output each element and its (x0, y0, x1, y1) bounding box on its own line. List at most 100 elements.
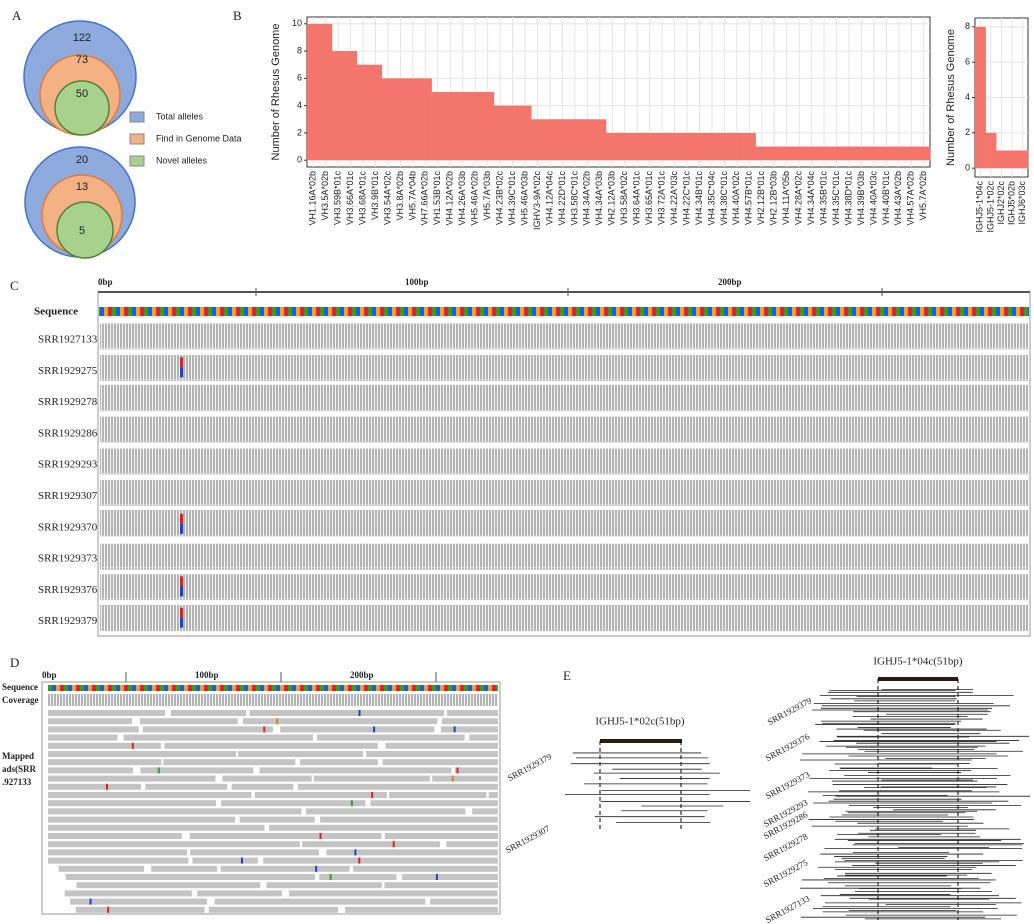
mismatch (180, 357, 183, 367)
x-tick-label: VH5.7A*02b (918, 171, 928, 221)
row-label: ads(SRR (2, 764, 37, 774)
x-tick-label: VH4.43A*02b (893, 171, 903, 226)
read (143, 726, 273, 732)
mismatch (180, 608, 183, 618)
x-tick-label: VH1.16A*02b (308, 171, 318, 226)
read-mismatch (106, 784, 108, 790)
x-tick-label: IGHJ5-1*04c (975, 181, 985, 233)
read (221, 800, 365, 806)
bar (681, 133, 694, 160)
y-tick-label: 2 (965, 127, 970, 137)
bar (975, 27, 986, 168)
read-mismatch (263, 726, 265, 732)
read (472, 808, 498, 814)
track-label: SRR1929293 (38, 459, 98, 471)
read (190, 849, 319, 855)
venn-count: 13 (76, 181, 88, 193)
read-mismatch (351, 800, 353, 806)
read (243, 718, 437, 724)
bar (706, 133, 719, 160)
coverage (100, 510, 1028, 536)
x-tick-label: VH3.9B*01c (370, 171, 380, 221)
figure: A B C D E IGHJ5-1*02c(51bp) IGHJ5-1*04c(… (0, 0, 1034, 924)
read (306, 808, 466, 814)
x-tick-label: VH3.58A*02c (619, 171, 629, 226)
legend-label: Find in Genome Data (156, 133, 242, 143)
bar (668, 133, 681, 160)
read (385, 882, 498, 888)
read-mismatch (320, 833, 322, 839)
read-mismatch (354, 849, 356, 855)
bar (419, 78, 432, 160)
read-mismatch (373, 726, 375, 732)
read (446, 841, 498, 847)
panel-label: E (563, 668, 571, 683)
read (76, 907, 205, 913)
read (317, 735, 465, 741)
read (259, 767, 451, 773)
track-label: SRR1929379 (38, 615, 98, 627)
venn-count: 20 (76, 154, 88, 166)
bar (444, 92, 457, 160)
read-mismatch (330, 874, 332, 880)
sample-label: SRR1929379 (506, 751, 554, 783)
x-tick-label: VH3.72A*01c (656, 171, 666, 226)
venn-count: 73 (76, 54, 88, 66)
y-axis-label: Number of Rhesus Genome (270, 24, 282, 161)
bar (793, 147, 806, 161)
ruler-label: 0bp (42, 670, 57, 680)
row-label: .927133 (2, 777, 32, 787)
mismatch (180, 514, 183, 524)
panel-label: B (233, 8, 242, 23)
read (255, 792, 387, 798)
read (240, 817, 315, 823)
read-mismatch (454, 726, 456, 732)
y-axis-label: Number of Rhesus Genome (945, 29, 957, 166)
x-tick-label: IGHJ6*03c (1017, 181, 1027, 225)
read (76, 882, 260, 888)
x-tick-label: VH4.22D*01c (557, 171, 567, 226)
read (222, 776, 311, 782)
read (441, 726, 498, 732)
legend-swatch (130, 134, 144, 144)
x-tick-label: IGHJ2*02c (996, 181, 1006, 225)
bar (855, 147, 868, 161)
read (163, 759, 295, 765)
read (48, 841, 300, 847)
x-tick-label: VH4.39B*03b (856, 171, 866, 226)
read (48, 759, 161, 765)
read (385, 833, 498, 839)
x-tick-label: VH4.23B*02c (495, 171, 505, 226)
read-mismatch (457, 767, 459, 773)
bar (743, 133, 756, 160)
venn-count: 122 (73, 32, 91, 44)
bar (544, 119, 557, 160)
bar (494, 106, 507, 161)
read (314, 776, 430, 782)
read (402, 874, 498, 880)
y-tick-label: 6 (965, 57, 970, 67)
read (430, 899, 498, 905)
read (65, 890, 192, 896)
y-tick-label: 4 (297, 100, 302, 110)
read (145, 784, 227, 790)
read (455, 767, 498, 773)
read (215, 899, 426, 905)
bar (469, 92, 482, 160)
y-tick-label: 8 (965, 21, 970, 31)
region-bar (878, 677, 958, 681)
row-label: Coverage (2, 695, 38, 705)
row-label: Mapped (2, 751, 34, 761)
read-mismatch (393, 841, 395, 847)
read (140, 767, 253, 773)
x-tick-label: VH3.58C*01c (569, 171, 579, 226)
venn-count: 50 (76, 88, 88, 100)
bar (319, 24, 332, 160)
bar (569, 119, 582, 160)
sample-label: SRR1929379 (766, 695, 814, 727)
read (345, 907, 498, 913)
track-label: SRR1929275 (38, 365, 98, 377)
bar (693, 133, 706, 160)
read (366, 751, 498, 757)
sample-label: SRR1929275 (762, 857, 810, 889)
